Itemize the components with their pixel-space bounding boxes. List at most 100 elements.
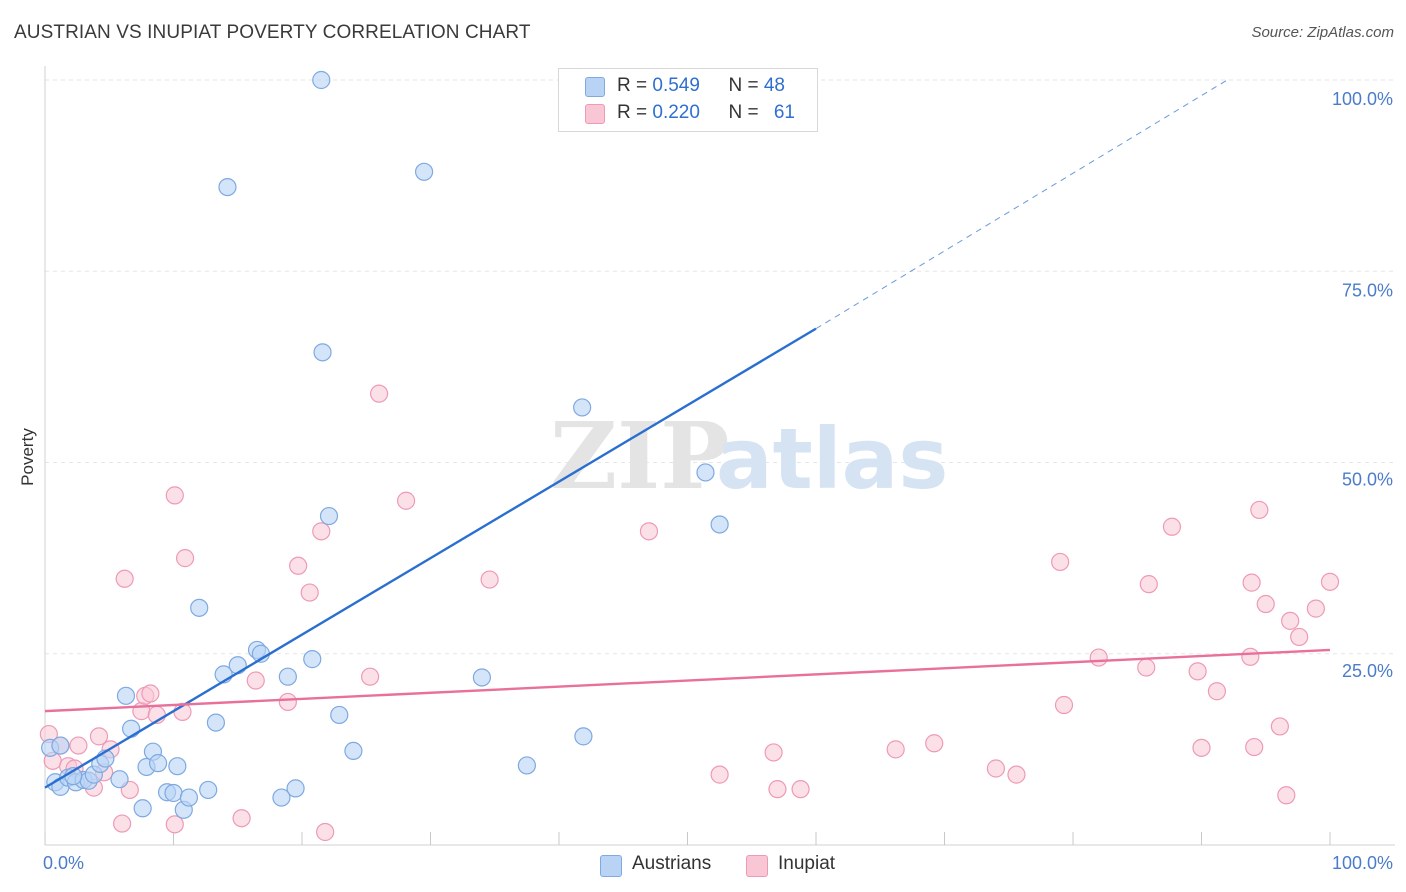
- inupiat-point-20: [232, 809, 251, 828]
- inupiat-point-29: [396, 491, 416, 510]
- austrians-point-10: [110, 770, 129, 789]
- x-tick-label-100: 100.0%: [1332, 853, 1393, 873]
- austrians-trend-extension: [815, 79, 1228, 330]
- austrians-point-32: [286, 779, 305, 798]
- austrians-point-24: [206, 713, 226, 732]
- inupiat-point-51: [1245, 737, 1264, 757]
- inupiat-r-value: 0.220: [652, 102, 700, 123]
- austrians-point-13: [133, 799, 152, 818]
- inupiat-n-value: 61: [773, 102, 795, 123]
- inupiat-point-48: [1207, 682, 1227, 701]
- inupiat-swatch: [585, 104, 605, 124]
- inupiat-point-42: [1089, 648, 1108, 667]
- inupiat-point-54: [1270, 717, 1289, 736]
- inupiat-point-56: [1281, 611, 1300, 630]
- inupiat-point-52: [1250, 500, 1269, 520]
- trend-lines: [44, 79, 1331, 789]
- inupiat-point-11: [115, 569, 134, 588]
- bottom-inupiat-label: Inupiat: [778, 853, 836, 874]
- inupiat-r-label: R =: [617, 102, 653, 123]
- inupiat-point-47: [1192, 738, 1211, 757]
- inupiat-point-46: [1188, 662, 1207, 681]
- austrians-point-43: [574, 727, 593, 746]
- inupiat-point-44: [1139, 575, 1158, 594]
- austrians-point-39: [414, 162, 434, 181]
- y-axis-label: Poverty: [18, 428, 37, 486]
- austrians-point-26: [218, 178, 237, 197]
- inupiat-point-5: [69, 736, 88, 755]
- austrians-point-36: [319, 506, 339, 526]
- austrians-point-37: [330, 705, 349, 725]
- inupiat-point-37: [925, 734, 944, 753]
- inupiat-point-27: [361, 667, 380, 686]
- austrians-point-12: [121, 719, 141, 738]
- inupiat-point-40: [1051, 552, 1070, 572]
- austrians-point-41: [517, 756, 536, 775]
- inupiat-point-50: [1242, 573, 1261, 592]
- inupiat-point-26: [316, 822, 335, 842]
- inupiat-point-36: [886, 740, 905, 759]
- inupiat-point-41: [1054, 695, 1074, 715]
- y-tick-label-75: 75.0%: [1342, 280, 1393, 300]
- austrians-point-11: [116, 686, 136, 705]
- austrians-point-16: [148, 754, 168, 773]
- austrians-n-label: N =: [728, 75, 764, 96]
- inupiat-point-38: [986, 759, 1006, 778]
- austrians-point-31: [278, 667, 297, 686]
- grid-lines: [45, 79, 1395, 655]
- austrians-point-42: [573, 398, 592, 417]
- inupiat-point-59: [1320, 572, 1340, 591]
- y-tick-label-50: 50.0%: [1342, 470, 1393, 490]
- austrians-n-value: 48: [763, 75, 785, 96]
- inupiat-point-35: [791, 780, 810, 799]
- austrians-trend-line: [44, 327, 817, 789]
- inupiat-point-57: [1290, 627, 1309, 647]
- austrians-swatch: [585, 77, 605, 97]
- inupiat-point-30: [480, 570, 499, 589]
- watermark-zip: ZIP: [550, 402, 729, 510]
- austrians-point-18: [164, 783, 183, 803]
- inupiat-point-28: [370, 384, 389, 403]
- austrians-point-19: [168, 757, 187, 776]
- austrians-point-27: [228, 656, 247, 675]
- bottom-inupiat-swatch: [746, 855, 768, 877]
- austrians-point-45: [710, 515, 729, 534]
- austrians-point-34: [312, 70, 331, 90]
- inupiat-point-17: [165, 815, 184, 834]
- inupiat-point-45: [1162, 517, 1182, 536]
- inupiat-point-49: [1241, 647, 1260, 666]
- x-tick-label-0: 0.0%: [43, 853, 84, 873]
- y-tick-label-100: 100.0%: [1332, 89, 1393, 109]
- tick-labels: 25.0% 50.0% 75.0% 100.0% 0.0% 100.0%: [43, 89, 1393, 873]
- source-label: Source: ZipAtlas.com: [1251, 24, 1394, 41]
- inupiat-point-55: [1277, 786, 1296, 805]
- austrians-r-value: 0.549: [652, 75, 700, 96]
- inupiat-point-58: [1306, 599, 1325, 618]
- austrians-point-23: [199, 780, 218, 800]
- inupiat-point-34: [768, 780, 787, 799]
- inupiat-point-24: [300, 583, 319, 602]
- inupiat-point-25: [312, 522, 331, 541]
- inupiat-point-21: [246, 671, 265, 690]
- bottom-austrians-swatch: [600, 855, 622, 877]
- inupiat-point-23: [289, 556, 308, 575]
- inupiat-point-53: [1256, 594, 1275, 614]
- inupiat-point-39: [1007, 765, 1026, 784]
- inupiat-point-7: [89, 727, 109, 746]
- correlation-legend: R = 0.549 N = 48 R = 0.220 N = 61: [558, 68, 818, 132]
- inupiat-point-43: [1137, 658, 1156, 677]
- austrians-point-44: [696, 463, 715, 482]
- austrians-point-40: [472, 668, 491, 687]
- inupiat-point-19: [175, 549, 195, 568]
- inupiat-point-32: [710, 765, 729, 784]
- watermark-atlas: atlas: [716, 410, 948, 508]
- austrians-point-21: [179, 788, 199, 807]
- austrians-points: [41, 70, 729, 819]
- inupiat-trend-line: [44, 648, 1331, 713]
- inupiat-point-33: [764, 743, 783, 762]
- austrians-point-35: [313, 343, 332, 362]
- watermark: ZIP atlas: [550, 402, 948, 510]
- inupiat-point-18: [165, 486, 184, 505]
- axes: [44, 66, 1395, 846]
